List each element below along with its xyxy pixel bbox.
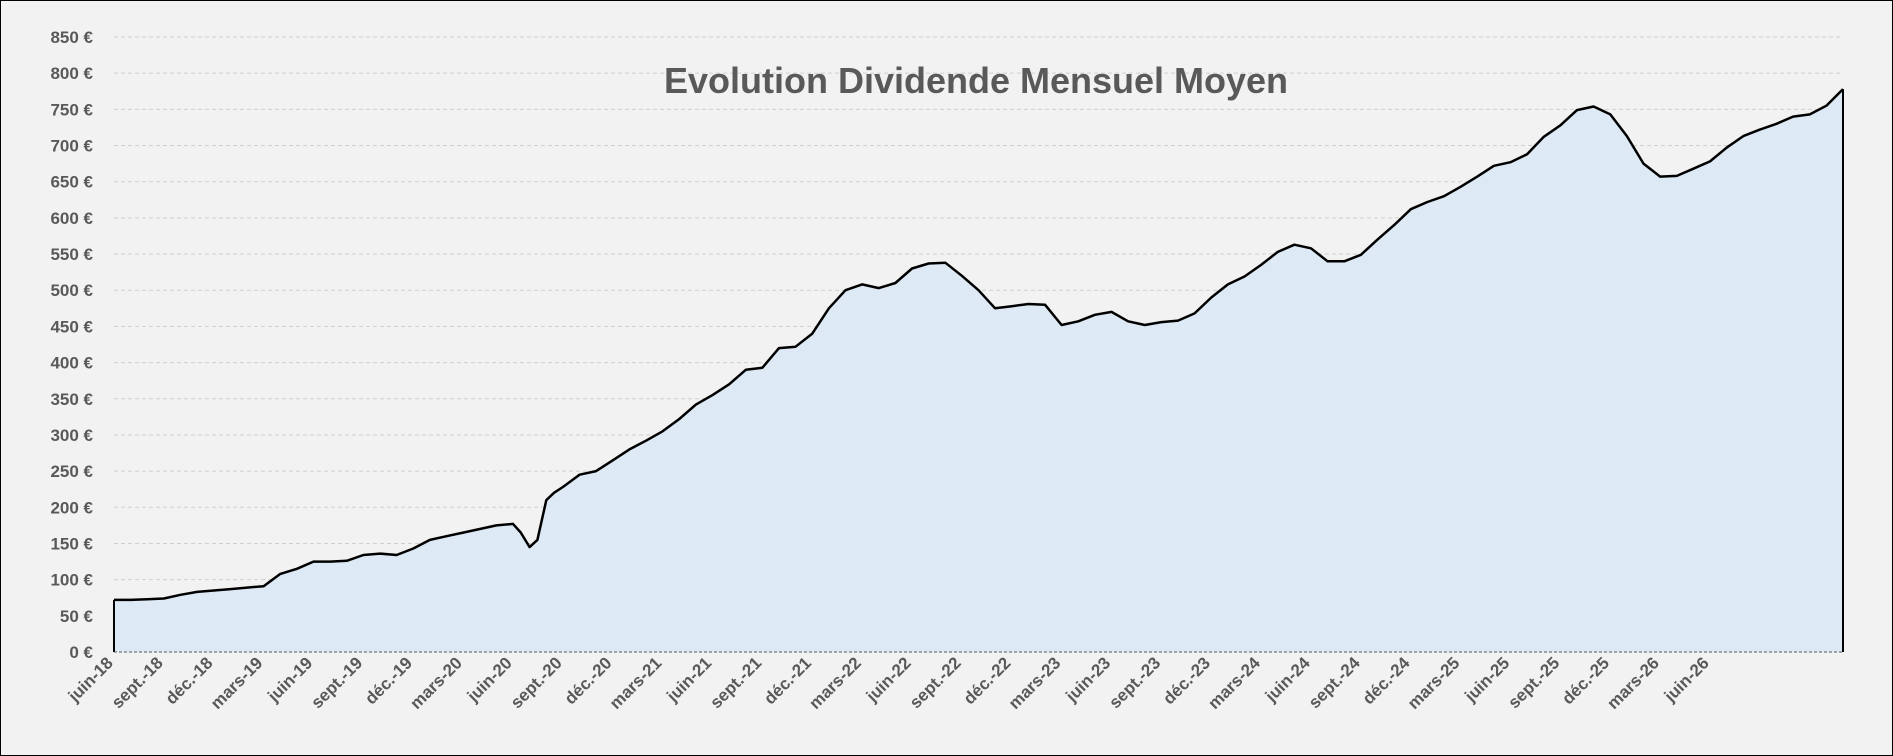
x-tick-label: mars-26 <box>1603 653 1663 713</box>
y-tick-label: 50 € <box>60 607 94 626</box>
y-tick-label: 450 € <box>50 317 93 336</box>
y-tick-label: 400 € <box>50 354 93 373</box>
y-tick-label: 300 € <box>50 426 93 445</box>
x-tick-label: sept.-19 <box>307 653 366 712</box>
x-tick-label: sept.-21 <box>706 653 765 712</box>
x-tick-label: sept.-18 <box>108 653 167 712</box>
series-line <box>114 88 1844 602</box>
x-tick-label: mars-20 <box>406 653 466 713</box>
y-tick-label: 0 € <box>69 643 93 662</box>
x-tick-label: juin-26 <box>1660 653 1713 706</box>
y-tick-label: 550 € <box>50 245 93 264</box>
y-axis-ticks: 0 € 50 € 100 € 150 € 200 € 250 € 300 € 350 € 400… <box>50 28 93 662</box>
y-tick-label: 700 € <box>50 137 93 156</box>
x-tick-label: mars-24 <box>1204 653 1264 713</box>
y-tick-label: 150 € <box>50 534 93 553</box>
x-tick-label: mars-22 <box>805 653 865 713</box>
y-tick-label: 600 € <box>50 209 93 228</box>
x-axis-ticks: juin-18sept.-18déc.-18mars-19juin-19sept… <box>64 653 1713 713</box>
x-tick-label: sept.-22 <box>906 653 965 712</box>
y-tick-label: 250 € <box>50 462 93 481</box>
area-layer <box>113 88 1844 653</box>
y-tick-label: 800 € <box>50 64 93 83</box>
x-tick-label: mars-19 <box>207 653 267 713</box>
x-tick-label: sept.-23 <box>1105 653 1164 712</box>
y-tick-label: 100 € <box>50 571 93 590</box>
y-tick-label: 650 € <box>50 173 93 192</box>
x-tick-label: mars-21 <box>606 653 666 713</box>
y-tick-label: 750 € <box>50 100 93 119</box>
x-tick-label: sept.-24 <box>1305 653 1364 712</box>
area-fill <box>114 89 1843 653</box>
x-tick-label: mars-23 <box>1005 653 1065 713</box>
x-tick-label: sept.-25 <box>1504 653 1563 712</box>
x-tick-label: sept.-20 <box>507 653 566 712</box>
chart-title: Evolution Dividende Mensuel Moyen <box>664 60 1288 101</box>
y-tick-label: 350 € <box>50 390 93 409</box>
y-tick-label: 500 € <box>50 281 93 300</box>
y-tick-label: 200 € <box>50 498 93 517</box>
y-tick-label: 850 € <box>50 28 93 47</box>
x-tick-label: mars-25 <box>1404 653 1464 713</box>
